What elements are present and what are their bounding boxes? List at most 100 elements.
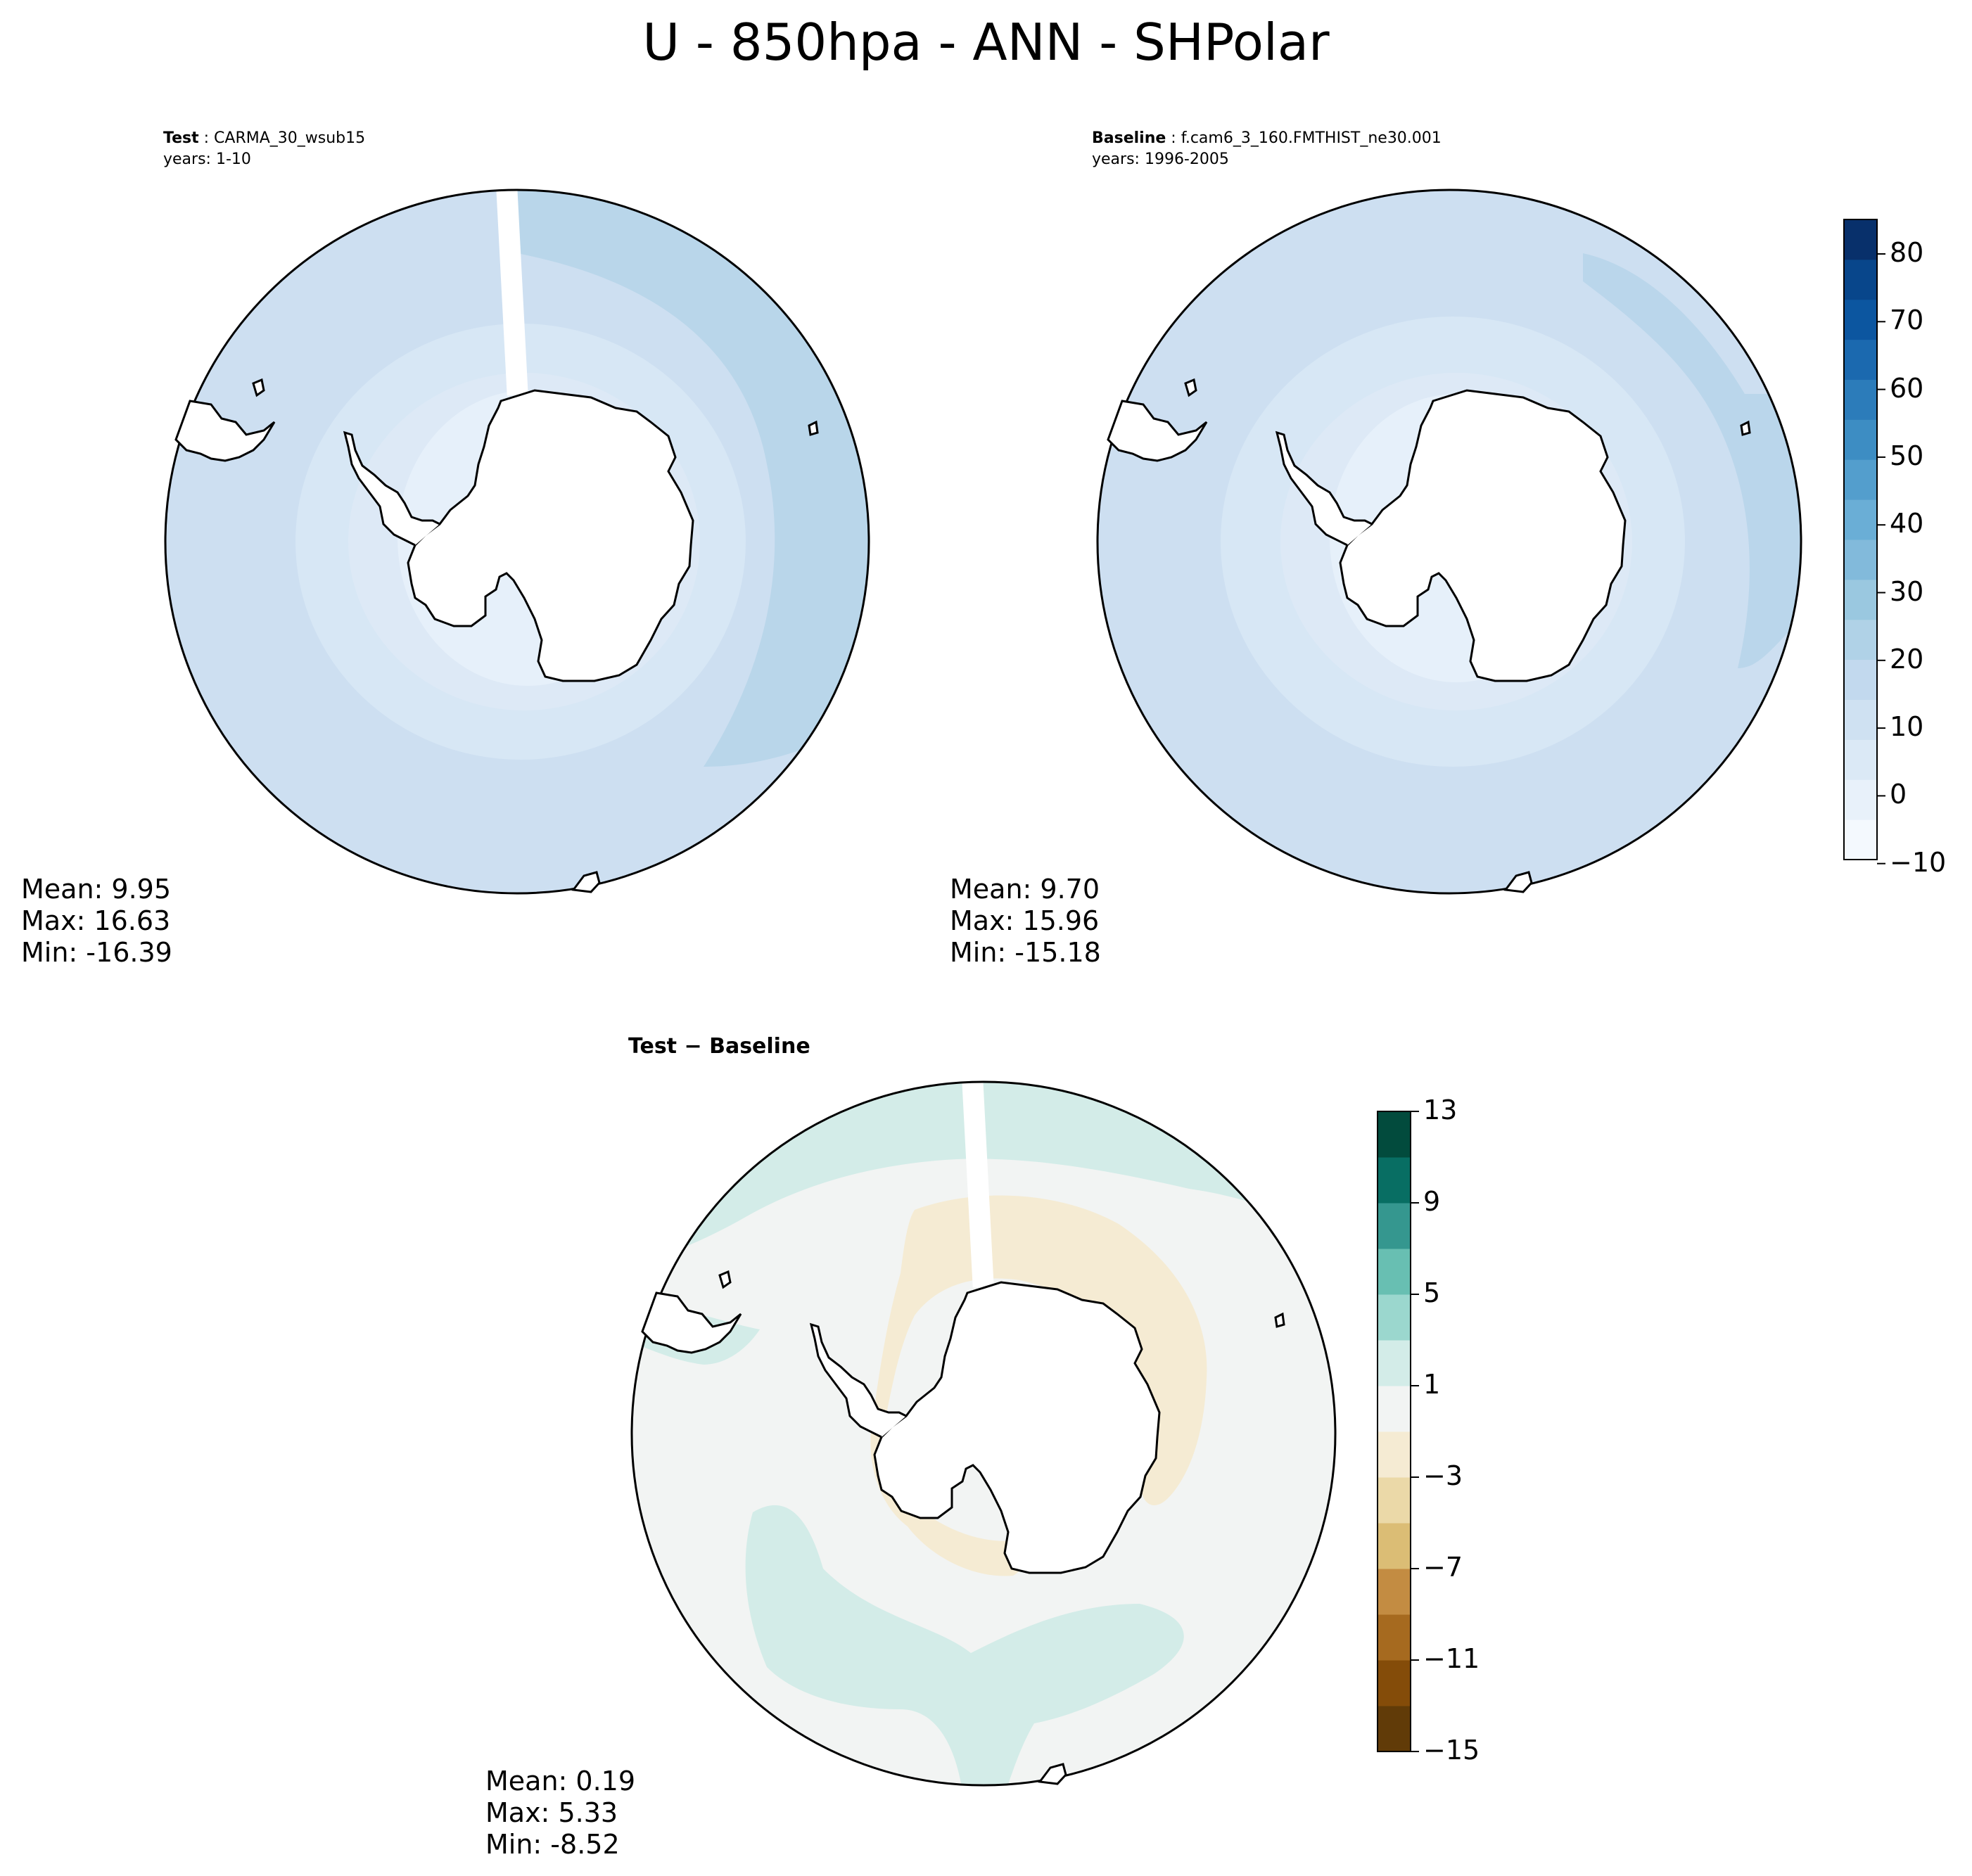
diff-colorbar-segment	[1378, 1386, 1411, 1432]
main-colorbar-tick-label: 50	[1890, 440, 1924, 471]
diff-min: Min: -8.52	[485, 1829, 620, 1860]
diff-colorbar-segment	[1378, 1294, 1411, 1341]
test-island-3	[571, 871, 601, 893]
diff-label-op: −	[684, 1034, 702, 1059]
baseline-field-strong-band	[1583, 253, 1801, 668]
baseline-island-1	[1184, 378, 1197, 397]
test-case-name: CARMA_30_wsub15	[214, 129, 366, 147]
diff-colorbar-segment	[1378, 1203, 1411, 1249]
baseline-min: Min: -15.18	[950, 937, 1101, 968]
diff-field-negative-ring	[870, 1195, 1207, 1576]
main-colorbar-tick-label: 60	[1890, 372, 1924, 404]
diff-colorbar-segment	[1378, 1157, 1411, 1204]
main-colorbar-segment	[1844, 659, 1877, 700]
main-colorbar-tick-label: 0	[1890, 779, 1907, 810]
baseline-antarctic-peninsula	[1275, 430, 1373, 547]
baseline-header: Baseline : f.cam6_3_160.FMTHIST_ne30.001…	[1092, 128, 1442, 170]
main-colorbar-segment	[1844, 540, 1877, 580]
test-field-strong-band	[517, 190, 869, 767]
colorbar-main	[1843, 219, 1885, 864]
baseline-island-2	[1740, 420, 1751, 436]
diff-colorbar-segment	[1378, 1706, 1411, 1752]
main-colorbar-segment	[1844, 379, 1877, 420]
main-colorbar-tick-label: 20	[1890, 643, 1924, 675]
main-colorbar-tick-label: 70	[1890, 305, 1924, 336]
diff-colorbar-tick-label: −3	[1423, 1460, 1463, 1491]
diff-colorbar-tick-label: 13	[1423, 1095, 1458, 1125]
baseline-stats: Mean: 9.70 Max: 15.96 Min: -15.18	[950, 874, 1101, 969]
diff-colorbar-segment	[1378, 1340, 1411, 1386]
main-colorbar-segment	[1844, 699, 1877, 740]
baseline-mean: Mean: 9.70	[950, 874, 1100, 905]
baseline-case-name: f.cam6_3_160.FMTHIST_ne30.001	[1181, 129, 1442, 147]
main-colorbar-segment	[1844, 299, 1877, 340]
diff-map-boundary	[630, 1080, 1337, 1787]
diff-colorbar-tick-label: 1	[1423, 1369, 1441, 1400]
test-island-2	[808, 420, 819, 436]
main-colorbar-segment	[1844, 219, 1877, 260]
diff-label-baseline: Baseline	[709, 1034, 810, 1059]
diff-colorbar-segment	[1378, 1111, 1411, 1158]
test-antarctic-peninsula	[343, 430, 440, 547]
main-colorbar-tick-label: 40	[1890, 508, 1924, 540]
main-colorbar-tick-label: −10	[1890, 846, 1947, 878]
diff-stats: Mean: 0.19 Max: 5.33 Min: -8.52	[485, 1766, 635, 1861]
diff-colorbar-tick-label: −15	[1423, 1735, 1480, 1766]
figure-title: U - 850hpa - ANN - SHPolar	[642, 13, 1330, 72]
main-colorbar-tick-label: 10	[1890, 711, 1924, 743]
main-colorbar-segment	[1844, 259, 1877, 300]
diff-antarctic-peninsula	[809, 1322, 907, 1438]
diff-colorbar-segment	[1378, 1431, 1411, 1478]
main-colorbar-tick-label: 30	[1890, 575, 1924, 607]
baseline-south-america-tip	[1107, 400, 1208, 462]
test-dateline-gap	[496, 190, 528, 396]
baseline-map	[1096, 189, 1802, 895]
main-colorbar-tick-label: 80	[1890, 237, 1924, 268]
diff-colorbar-tick-label: −7	[1423, 1552, 1463, 1583]
baseline-max: Max: 15.96	[950, 905, 1100, 936]
main-colorbar-segment	[1844, 619, 1877, 661]
baseline-map-boundary	[1096, 189, 1802, 895]
test-min: Min: -16.39	[21, 937, 172, 968]
baseline-label: Baseline	[1092, 129, 1166, 147]
diff-map	[630, 1080, 1337, 1787]
diff-colorbar-tick-label: 5	[1423, 1277, 1441, 1308]
main-colorbar-segment	[1844, 739, 1877, 780]
diff-colorbar-segment	[1378, 1660, 1411, 1706]
main-colorbar-segment	[1844, 339, 1877, 380]
diff-colorbar-tick-label: −11	[1423, 1643, 1480, 1674]
diff-colorbar-segment	[1378, 1523, 1411, 1569]
diff-colorbar-segment	[1378, 1249, 1411, 1295]
diff-island-2	[1274, 1312, 1285, 1328]
diff-colorbar-tick-label: 9	[1423, 1186, 1441, 1217]
colorbar-diff	[1377, 1111, 1419, 1752]
main-colorbar-segment	[1844, 579, 1877, 620]
test-header: Test : CARMA_30_wsub15 years: 1-10	[163, 128, 365, 170]
test-max: Max: 16.63	[21, 905, 171, 936]
baseline-years: years: 1996-2005	[1092, 151, 1229, 168]
main-colorbar-segment	[1844, 499, 1877, 540]
baseline-island-3	[1503, 871, 1533, 893]
test-mean: Mean: 9.95	[21, 874, 172, 905]
test-island-1	[252, 378, 265, 397]
diff-colorbar-segment	[1378, 1477, 1411, 1524]
diff-colorbar-segment	[1378, 1569, 1411, 1615]
main-colorbar-segment	[1844, 779, 1877, 820]
diff-island-1	[718, 1270, 732, 1289]
diff-mean: Mean: 0.19	[485, 1766, 636, 1797]
diff-title: Test − Baseline	[628, 1034, 810, 1059]
test-label: Test	[163, 129, 199, 147]
diff-colorbar-border	[1377, 1111, 1411, 1752]
diff-label-test: Test	[628, 1034, 678, 1059]
main-colorbar-segment	[1844, 819, 1877, 860]
test-map-boundary	[164, 189, 870, 895]
test-years: years: 1-10	[163, 151, 251, 168]
diff-dateline-gap	[962, 1082, 994, 1288]
test-stats: Mean: 9.95 Max: 16.63 Min: -16.39	[21, 874, 172, 969]
main-colorbar-border	[1843, 219, 1878, 860]
test-south-america-tip	[174, 400, 276, 462]
diff-max: Max: 5.33	[485, 1797, 618, 1828]
diff-south-america-tip	[641, 1291, 742, 1354]
diff-island-3	[1038, 1763, 1067, 1785]
